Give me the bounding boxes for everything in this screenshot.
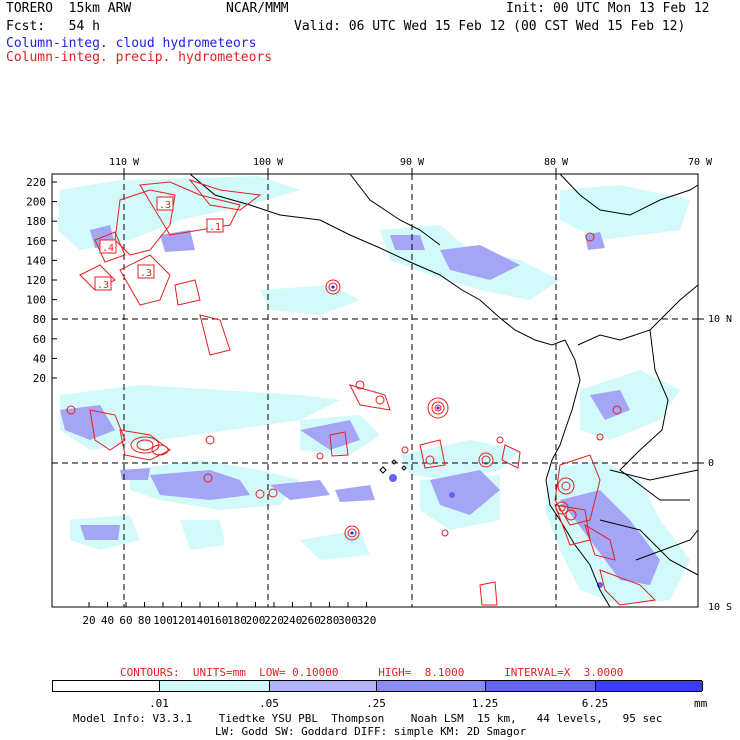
colorbar-label: .25 [366,697,386,710]
x-tick-label: 320 [357,614,377,627]
contour-label-texts: .3 .1 .4 .3 .3 [97,200,221,291]
x-tick-label: 40 [101,614,114,627]
contour-label: .3 [97,280,109,291]
contour-label: .3 [140,268,152,279]
y-axis: 220 200 180 160 140 120 100 80 60 40 20 [26,176,57,385]
contour-label: .4 [102,243,114,254]
y-tick-label: 20 [33,372,46,385]
x-tick-label: 140 [190,614,210,627]
y-tick-label: 40 [33,352,46,365]
cell-cores [331,285,440,535]
coastline [189,173,699,608]
x-tick-label: 200 [246,614,266,627]
y-tick-label: 160 [26,235,46,248]
right-ticks [698,318,704,464]
contour-label-boxes [94,196,224,291]
colorbar-label: .05 [259,697,279,710]
model-title: TORERO 15km ARW [6,1,132,16]
model-info: Model Info: V3.3.1 Tiedtke YSU PBL Thomp… [73,712,663,725]
precip-contours [79,178,657,606]
x-tick-label: 160 [209,614,229,627]
x-tick-label: 120 [172,614,192,627]
colorbar-label: .01 [149,697,169,710]
colorbar [52,680,703,692]
colorbar-label: 1.25 [471,697,499,710]
colorbar-swatch [596,681,703,691]
contour-label: .1 [209,222,221,233]
y-tick-label: 120 [26,274,46,287]
x-tick-label: 280 [320,614,340,627]
x-tick-label: 300 [338,614,358,627]
colorbar-swatch [53,681,160,691]
contour-label: .3 [159,200,171,211]
colorbar-swatch [377,681,486,691]
lat-label: 10 S [708,602,732,613]
colorbar-label: 6.25 [581,697,609,710]
colorbar-swatch [160,681,270,691]
y-tick-label: 200 [26,196,46,209]
x-tick-label: 20 [82,614,95,627]
precip-field-label: Column-integ. precip. hydrometeors [6,50,273,65]
y-tick-label: 80 [33,313,46,326]
longitude-labels: 110 W 100 W 90 W 80 W 70 W [109,157,713,168]
lat-label: 0 [708,458,714,469]
y-tick-label: 100 [26,294,46,307]
x-tick-label: 180 [227,614,247,627]
center-label: NCAR/MMM [226,1,289,16]
y-tick-label: 140 [26,254,46,267]
forecast-hour: Fcst: 54 h [6,19,100,34]
map-frame [51,173,699,608]
x-tick-label: 240 [283,614,303,627]
y-tick-label: 220 [26,176,46,189]
init-time: Init: 00 UTC Mon 13 Feb 12 [506,1,710,16]
lon-label: 100 W [253,157,284,168]
colorbar-swatch [270,681,377,691]
contour-info: CONTOURS: UNITS=mm LOW= 0.10000 HIGH= 8.… [120,666,624,679]
lon-label: 70 W [688,157,713,168]
lat-label: 10 N [708,314,732,325]
x-tick-label: 100 [153,614,173,627]
x-axis: 20 40 60 80 10012014016018020022024026028030… [82,602,376,627]
x-tick-label: 60 [119,614,132,627]
cloud-field-label: Column-integ. cloud hydrometeors [6,36,257,51]
x-tick-label: 220 [264,614,284,627]
colorbar-swatch [486,681,596,691]
precip-cells [66,232,622,541]
valid-time: Valid: 06 UTC Wed 15 Feb 12 (00 CST Wed … [294,19,686,34]
x-tick-label: 260 [301,614,321,627]
y-tick-label: 60 [33,333,46,346]
y-tick-label: 180 [26,215,46,228]
lon-label: 90 W [400,157,425,168]
top-ticks [123,168,557,174]
latitude-labels: 10 N 0 10 S [708,314,732,613]
graticule [52,174,698,607]
lon-label: 80 W [544,157,569,168]
lon-label: 110 W [109,157,140,168]
physics-info: LW: Godd SW: Goddard DIFF: simple KM: 2D… [215,725,527,738]
x-tick-label: 80 [138,614,151,627]
colorbar-units: mm [694,697,708,710]
